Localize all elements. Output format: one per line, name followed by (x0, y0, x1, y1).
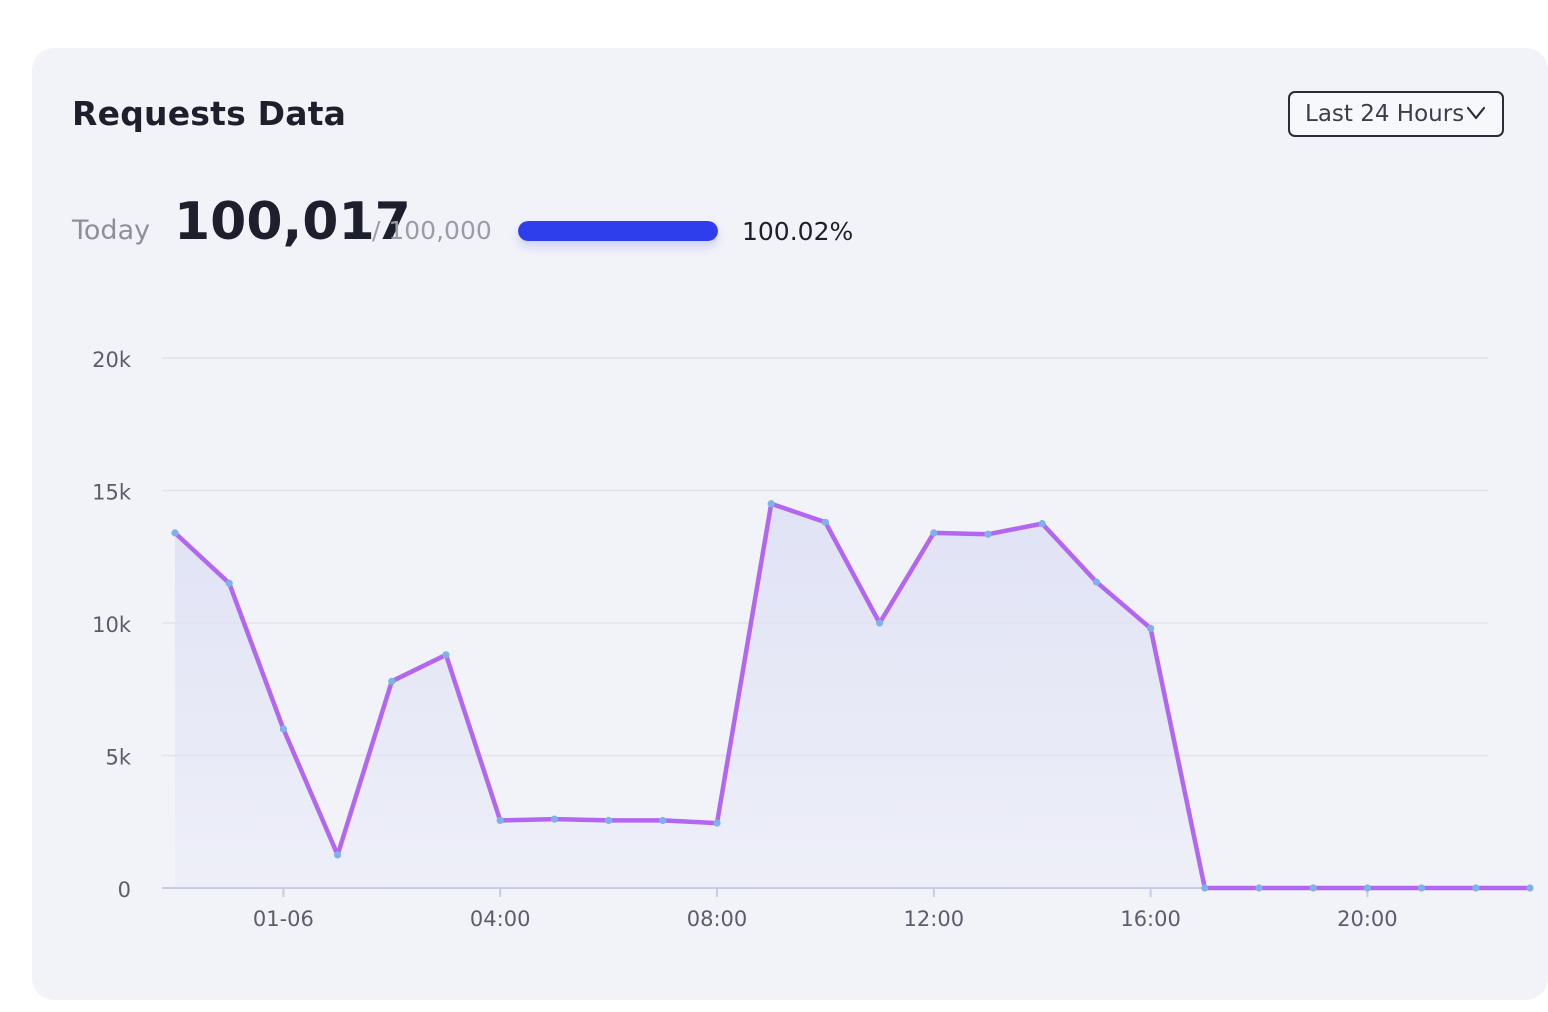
y-tick-label: 20k (92, 348, 132, 372)
data-point (767, 500, 775, 508)
data-point (442, 651, 450, 659)
data-point (1147, 624, 1155, 632)
y-tick-label: 0 (118, 878, 131, 902)
x-tick-label: 08:00 (687, 907, 748, 931)
data-point (876, 619, 884, 627)
quota-progress-bar (518, 221, 718, 241)
data-point (279, 725, 287, 733)
data-point (1309, 884, 1317, 892)
chart-series-line (172, 501, 1533, 891)
today-stats: Today 100,017 / 100,000 100.02% (72, 188, 972, 278)
data-point (1363, 884, 1371, 892)
chevron-down-icon (1466, 106, 1486, 120)
data-point (1526, 884, 1534, 892)
data-point (821, 518, 830, 526)
time-range-label: Last 24 Hours (1305, 101, 1465, 127)
data-point (930, 529, 938, 537)
data-point (1201, 884, 1209, 892)
data-point (605, 816, 613, 825)
data-point (1418, 884, 1426, 892)
x-axis: 01-06 04:00 08:00 12:00 16:00 20:00 (162, 887, 1488, 931)
quota-percent: 100.02% (742, 217, 854, 246)
today-label: Today (72, 215, 151, 246)
daily-quota: / 100,000 (372, 216, 492, 245)
data-point (1038, 520, 1046, 528)
data-point (713, 819, 721, 827)
data-point (1472, 884, 1480, 892)
x-tick-label: 16:00 (1120, 907, 1181, 931)
data-point (496, 816, 504, 825)
data-point (550, 815, 559, 823)
chart-area-fill (175, 503, 1530, 888)
x-tick-label: 20:00 (1337, 907, 1398, 931)
data-point (984, 530, 992, 538)
y-axis: 0 5k 10k 15k 20k (92, 348, 132, 902)
x-tick-label: 12:00 (904, 907, 965, 931)
data-point (1092, 578, 1100, 586)
data-point (171, 529, 179, 537)
time-range-select[interactable]: Last 24 Hours (1288, 91, 1504, 137)
chart-points (171, 500, 1534, 892)
card-title: Requests Data (72, 94, 347, 133)
data-point (659, 816, 667, 825)
data-point (388, 677, 396, 685)
y-tick-label: 10k (92, 613, 132, 637)
data-point (1255, 884, 1263, 892)
series-line (172, 501, 1533, 891)
data-point (334, 851, 342, 859)
y-tick-label: 5k (105, 746, 131, 770)
data-point (225, 579, 233, 587)
quota-progress-fill (518, 221, 718, 241)
x-tick-label: 01-06 (253, 907, 314, 931)
today-request-count: 100,017 (174, 192, 411, 252)
x-tick-label: 04:00 (470, 907, 531, 931)
y-tick-label: 15k (92, 481, 132, 505)
series-area (175, 503, 1530, 888)
